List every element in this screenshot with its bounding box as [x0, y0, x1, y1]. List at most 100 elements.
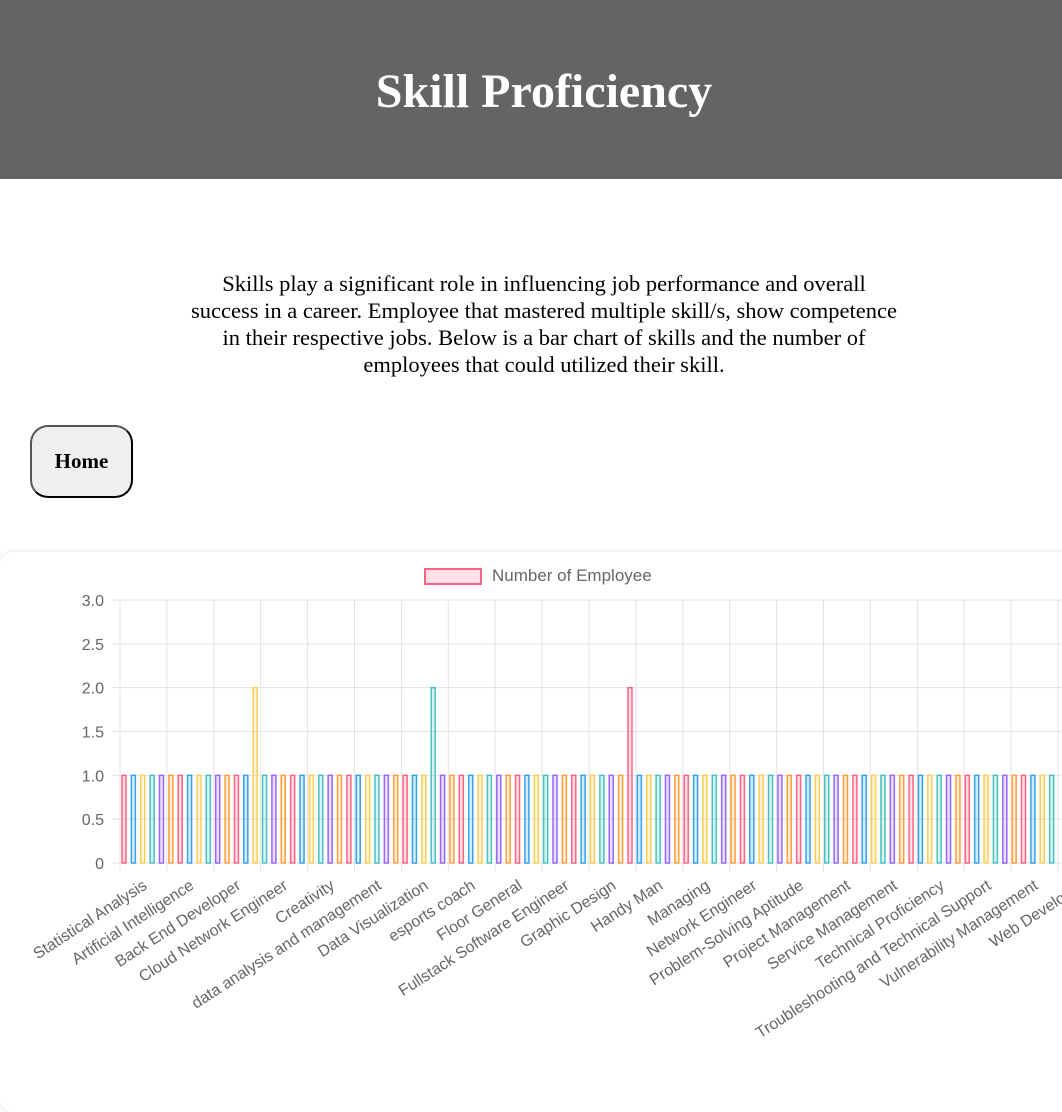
bar: [233, 774, 240, 864]
y-tick-label: 3.0: [82, 593, 104, 610]
bar: [261, 774, 268, 864]
bar: [524, 774, 530, 864]
bar: [758, 774, 764, 864]
bar: [505, 774, 511, 864]
bar: [552, 774, 558, 864]
page-header: Skill Proficiency: [0, 0, 1062, 179]
bar: [561, 774, 568, 864]
bar: [139, 774, 146, 864]
legend-swatch: [424, 567, 482, 585]
bar: [627, 686, 633, 864]
bar: [121, 774, 127, 864]
bar: [824, 774, 830, 864]
bar: [1048, 774, 1055, 864]
bar: [589, 774, 596, 864]
bar: [514, 774, 521, 864]
bar: [645, 774, 652, 864]
bar: [898, 774, 905, 864]
bar: [786, 774, 793, 864]
bar: [318, 774, 324, 864]
bar: [1030, 774, 1036, 864]
bar: [533, 774, 540, 864]
bar: [983, 774, 989, 864]
bar: [692, 774, 699, 864]
bar: [158, 774, 165, 864]
bar: [955, 774, 961, 864]
bar: [936, 774, 942, 864]
bar: [674, 774, 680, 864]
bar: [608, 774, 614, 864]
bar: [243, 774, 249, 864]
bar: [917, 774, 924, 864]
y-tick-label: 1.0: [82, 768, 104, 785]
bar: [392, 774, 399, 864]
bar: [336, 774, 343, 864]
intro-paragraph: Skills play a significant role in influe…: [190, 270, 898, 377]
chart-legend[interactable]: Number of Employee: [424, 566, 652, 586]
bar: [402, 774, 408, 864]
bar: [542, 774, 549, 864]
bar: [964, 774, 971, 864]
bar: [149, 774, 155, 864]
bar: [364, 774, 371, 864]
bar: [289, 774, 296, 864]
bar: [730, 774, 736, 864]
y-tick-label: 2.0: [82, 681, 104, 698]
bar: [430, 686, 436, 864]
bar: [177, 774, 183, 864]
bar: [486, 774, 493, 864]
bar: [833, 774, 839, 864]
bar: [702, 774, 708, 864]
page-title: Skill Proficiency: [375, 65, 713, 118]
bar: [739, 774, 746, 864]
bar: [252, 686, 258, 864]
bar: [196, 774, 202, 864]
bar: [439, 774, 446, 864]
bar: [477, 774, 483, 864]
bar: [580, 774, 586, 864]
bar: [814, 774, 821, 864]
bar: [383, 774, 390, 864]
y-tick-label: 2.5: [82, 637, 104, 654]
home-button[interactable]: Home: [30, 425, 133, 498]
bar: [908, 774, 914, 864]
bar: [711, 774, 718, 864]
bar: [449, 774, 455, 864]
bar: [617, 774, 624, 864]
bar: [1002, 774, 1008, 864]
bar: [795, 774, 802, 864]
bar: [636, 774, 643, 864]
y-tick-label: 1.5: [82, 725, 104, 742]
bar: [805, 774, 811, 864]
bar: [496, 774, 502, 864]
bar: [168, 774, 174, 864]
y-tick-label: 0: [95, 856, 104, 873]
bar: [186, 774, 193, 864]
bar: [749, 774, 755, 864]
bar: [1011, 774, 1017, 864]
bar: [1039, 774, 1046, 864]
bar: [973, 774, 980, 864]
bar: [467, 774, 474, 864]
bar: [205, 774, 212, 864]
bar: [599, 774, 605, 864]
bar: [571, 774, 577, 864]
bar: [861, 774, 867, 864]
bar: [655, 774, 661, 864]
bar: [683, 774, 689, 864]
bar: [720, 774, 727, 864]
bar: [374, 774, 380, 864]
y-tick-label: 0.5: [82, 812, 104, 829]
bar: [852, 774, 858, 864]
bar: [777, 774, 783, 864]
bar: [927, 774, 933, 864]
bar: [346, 774, 352, 864]
bar: [992, 774, 999, 864]
bar: [271, 774, 277, 864]
bar: [411, 774, 418, 864]
legend-label: Number of Employee: [492, 566, 652, 585]
bar: [308, 774, 315, 864]
bar: [458, 774, 465, 864]
bar: [880, 774, 886, 864]
